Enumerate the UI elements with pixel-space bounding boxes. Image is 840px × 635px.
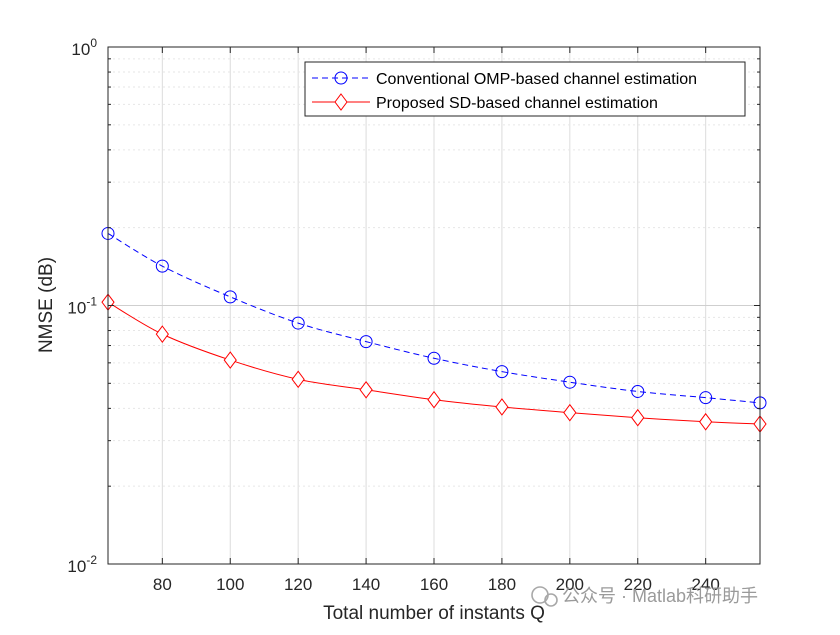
series-1-marker [631,408,645,427]
series-0-marker [699,391,713,405]
legend-box [304,61,746,117]
series-1-marker [563,403,577,422]
series-line-0 [107,233,761,404]
series-1-marker [223,351,237,369]
series-1-marker [699,412,713,431]
x-tick-label: 80 [153,575,172,594]
series-0-marker [359,335,373,349]
x-tick-label: 120 [284,575,312,594]
series-layer [101,226,767,433]
y-axis-title: NMSE (dB) [36,257,57,353]
x-tick-label: 180 [488,575,516,594]
x-tick-label: 200 [556,575,584,594]
series-0-marker [223,290,237,304]
series-0-marker [291,316,305,330]
watermark-text: 公众号 · Matlab科研助手 [562,586,758,606]
legend-marker-sd [334,93,348,111]
series-1-marker [291,370,305,389]
series-0-marker [563,375,577,389]
series-1-marker [359,380,373,399]
series-0-marker [631,384,645,398]
watermark: 公众号 · Matlab科研助手 [531,586,758,607]
y-tick-label: 100 [71,36,97,59]
x-axis-title: Total number of instants Q [323,603,545,624]
y-tick-label: 10-1 [67,295,97,318]
series-0-marker [427,351,441,365]
series-1-marker [495,398,509,416]
series-0-marker [495,365,509,379]
legend-label-omp: Conventional OMP-based channel estimatio… [376,71,697,88]
wechat-icon [531,586,558,607]
y-tick-label: 10-2 [67,553,97,576]
x-tick-label: 140 [352,575,380,594]
x-tick-label: 220 [624,575,652,594]
legend-label-sd: Proposed SD-based channel estimation [376,95,658,112]
series-1-marker [427,390,441,409]
x-tick-labels: 80 100 120 140 160 180 200 220 240 [153,575,720,594]
legend-marker-omp [334,71,348,85]
y-tick-labels: 10-2 10-1 100 [67,36,97,576]
legend: Conventional OMP-based channel estimatio… [304,61,746,117]
series-1-marker [155,325,169,343]
x-tick-label: 240 [691,575,719,594]
x-tick-label: 160 [420,575,448,594]
series-0-marker [155,259,169,273]
x-tick-label: 100 [216,575,244,594]
tick-marks [108,46,760,565]
